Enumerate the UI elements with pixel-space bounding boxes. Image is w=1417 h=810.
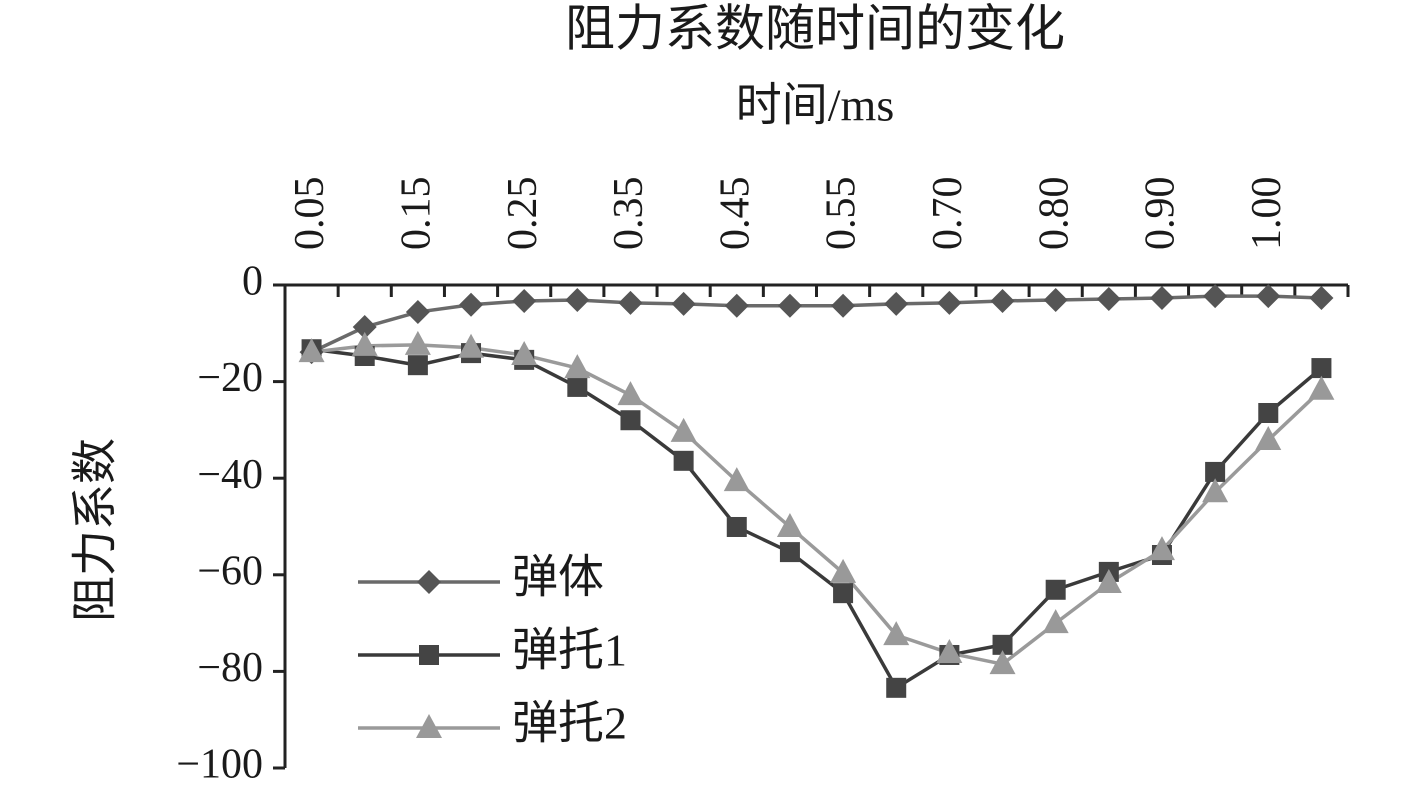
marker-square	[567, 376, 588, 397]
marker-square	[726, 516, 747, 537]
chart-title: 阻力系数随时间的变化	[565, 0, 1065, 56]
marker-triangle	[404, 330, 431, 355]
marker-square	[1311, 358, 1332, 379]
x-tick-label: 0.80	[1031, 177, 1077, 251]
marker-diamond	[405, 300, 430, 325]
marker-square	[886, 677, 907, 698]
x-axis-title: 时间/ms	[736, 80, 894, 131]
y-tick-label: 0	[242, 259, 263, 305]
marker-diamond	[1043, 287, 1068, 312]
y-axis-title: 阻力系数	[70, 438, 121, 622]
x-tick-label: 0.70	[925, 177, 971, 251]
marker-triangle	[936, 639, 963, 664]
marker-square	[992, 634, 1013, 655]
marker-square	[620, 410, 641, 431]
marker-diamond	[1309, 286, 1334, 311]
marker-diamond	[990, 288, 1015, 313]
marker-square	[673, 450, 694, 471]
marker-triangle	[1255, 426, 1282, 451]
marker-square	[779, 542, 800, 563]
y-tick-label: −100	[176, 742, 263, 788]
marker-diamond	[884, 291, 909, 316]
x-tick-label: 0.05	[287, 177, 333, 251]
legend-label: 弹托1	[512, 625, 627, 676]
marker-square	[833, 583, 854, 604]
marker-triangle	[1095, 569, 1122, 594]
marker-diamond	[565, 287, 590, 312]
marker-diamond	[831, 293, 856, 318]
marker-diamond	[671, 291, 696, 316]
marker-diamond	[1096, 287, 1121, 312]
marker-triangle	[1202, 478, 1229, 503]
marker-triangle	[776, 512, 803, 537]
marker-triangle	[298, 338, 325, 363]
x-tick-label: 1.00	[1244, 177, 1290, 251]
y-tick-label: −60	[197, 548, 263, 594]
series-line	[311, 347, 1323, 691]
marker-triangle	[1148, 536, 1175, 561]
marker-triangle	[883, 621, 910, 646]
legend-label: 弹托2	[512, 698, 627, 749]
marker-triangle	[351, 331, 378, 356]
x-tick-label: 0.35	[606, 177, 652, 251]
marker-triangle	[617, 381, 644, 406]
marker-triangle	[416, 714, 442, 738]
marker-diamond	[1256, 284, 1281, 309]
marker-square	[1205, 461, 1226, 482]
marker-triangle	[1042, 609, 1069, 634]
y-tick-label: −20	[197, 355, 263, 401]
marker-diamond	[777, 293, 802, 318]
x-tick-label: 0.45	[712, 177, 758, 251]
marker-square	[1045, 579, 1066, 600]
marker-triangle	[1308, 375, 1335, 400]
marker-diamond	[724, 293, 749, 318]
y-tick-label: −80	[197, 645, 263, 691]
marker-triangle	[511, 341, 538, 366]
marker-triangle	[989, 650, 1016, 675]
x-tick-label: 0.90	[1138, 177, 1184, 251]
marker-triangle	[723, 467, 750, 492]
marker-diamond	[618, 290, 643, 315]
marker-diamond	[417, 570, 441, 594]
marker-diamond	[1149, 286, 1174, 311]
y-tick-label: −40	[197, 452, 263, 498]
marker-square	[407, 355, 428, 376]
marker-square	[1258, 402, 1279, 423]
marker-triangle	[830, 558, 857, 583]
marker-diamond	[937, 290, 962, 315]
x-tick-label: 0.25	[500, 177, 546, 251]
marker-diamond	[459, 292, 484, 317]
marker-square	[419, 645, 439, 665]
x-tick-label: 0.15	[394, 177, 440, 251]
x-tick-label: 0.55	[819, 177, 865, 251]
marker-diamond	[1203, 284, 1228, 309]
marker-triangle	[458, 333, 485, 358]
marker-triangle	[670, 417, 697, 442]
marker-diamond	[512, 288, 537, 313]
legend-label: 弹体	[512, 552, 604, 603]
marker-triangle	[564, 354, 591, 379]
series-line	[311, 343, 1323, 667]
marker-diamond	[352, 315, 377, 340]
